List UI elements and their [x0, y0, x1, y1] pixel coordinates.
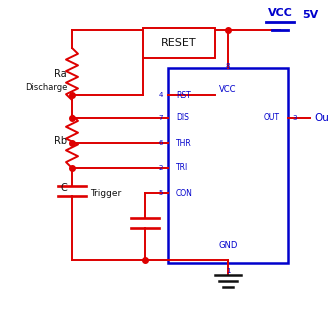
Text: 5: 5	[159, 190, 163, 196]
Text: Trigger: Trigger	[90, 190, 121, 198]
Text: 2: 2	[159, 165, 163, 171]
Text: RESET: RESET	[161, 38, 197, 48]
Bar	[143, 28, 215, 58]
Text: 7: 7	[159, 115, 163, 121]
Bar	[168, 68, 288, 263]
Text: 8: 8	[226, 63, 230, 69]
Text: VCC: VCC	[267, 8, 292, 18]
Text: ElProCus: ElProCus	[170, 236, 260, 254]
Text: 6: 6	[159, 140, 163, 146]
Text: 3: 3	[292, 115, 296, 121]
Text: OUT: OUT	[264, 113, 280, 122]
Text: 4: 4	[159, 92, 163, 98]
Text: GND: GND	[218, 241, 238, 249]
Text: 1: 1	[226, 268, 230, 274]
Text: RST: RST	[176, 90, 191, 100]
Text: C: C	[60, 183, 67, 193]
Text: DIS: DIS	[176, 113, 189, 122]
Text: VCC: VCC	[219, 86, 237, 94]
Text: TRI: TRI	[176, 164, 188, 172]
Text: Ra: Ra	[54, 69, 67, 79]
Text: Rb: Rb	[54, 136, 67, 146]
Text: 5V: 5V	[302, 10, 318, 20]
Text: CON: CON	[176, 189, 193, 197]
Text: THR: THR	[176, 139, 192, 147]
Text: OutPut: OutPut	[314, 113, 329, 123]
Text: Discharge: Discharge	[25, 83, 67, 93]
